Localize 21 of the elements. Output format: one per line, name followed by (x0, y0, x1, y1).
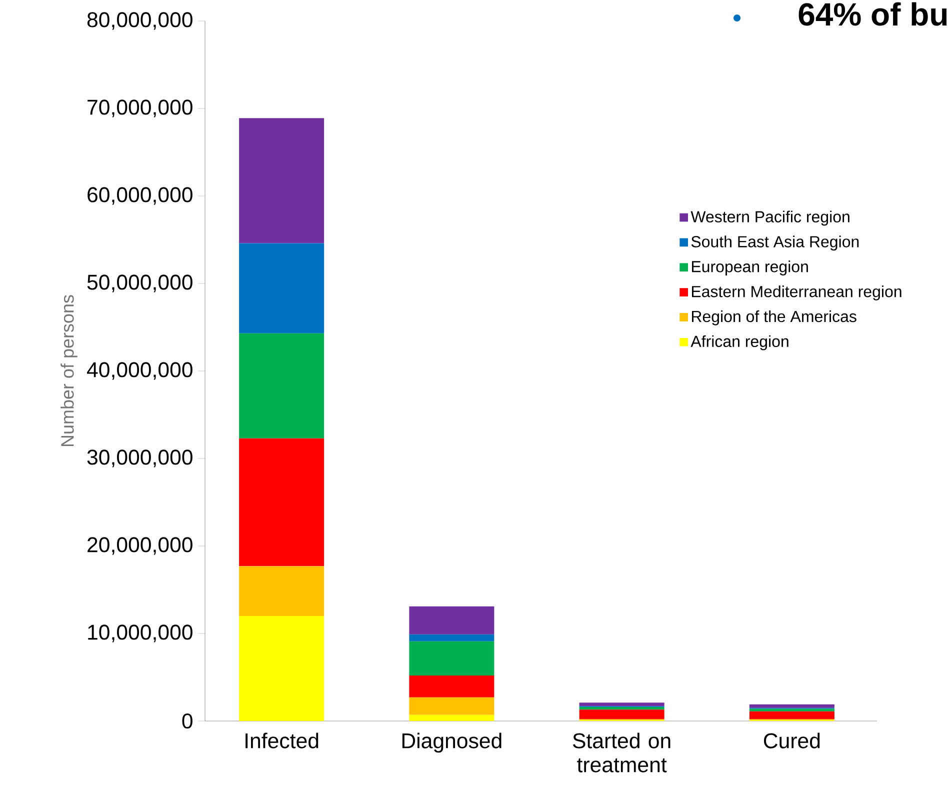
legend-label: Western Pacific region (690, 210, 850, 226)
y-axis-title: Number of persons (60, 295, 78, 446)
y-tick-label: 0 (182, 713, 192, 729)
y-tick-label: 30,000,000 (87, 450, 192, 468)
y-tick-label: 50,000,000 (87, 274, 192, 292)
legend-label: African region (690, 335, 788, 350)
x-tick-label: Infected (246, 732, 318, 748)
y-tick-label: 10,000,000 (88, 624, 192, 642)
x-tick-label: Cured (764, 732, 820, 748)
legend-label: South East Asia Region (691, 236, 859, 251)
y-tick-label: 70,000,000 (88, 100, 192, 118)
y-tick-label: 80,000,000 (87, 12, 192, 30)
y-tick-label: 40,000,000 (87, 362, 192, 380)
x-tick-label: Diagnosed (402, 732, 502, 753)
y-tick-label: 20,000,000 (88, 537, 192, 555)
legend-label: European region (692, 260, 808, 276)
y-tick-label: 60,000,000 (88, 187, 192, 205)
annotation: 64% of bu (798, 2, 947, 26)
legend-label: Eastern Mediterranean region (692, 285, 902, 300)
x-tick-label: Started on treatment (572, 732, 670, 772)
legend-label: Region of the Americas (692, 310, 856, 326)
